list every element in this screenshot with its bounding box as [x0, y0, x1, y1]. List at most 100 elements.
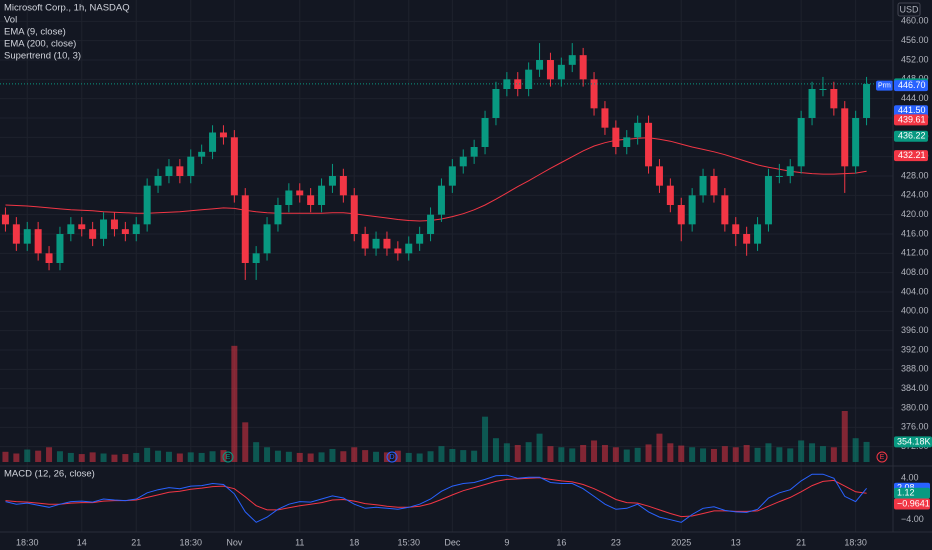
candle-body [318, 185, 326, 205]
y-tick-label: 412.00 [901, 248, 929, 258]
y-tick-label: 424.00 [901, 190, 929, 200]
volume-bar [46, 447, 53, 462]
volume-bar [601, 445, 608, 462]
x-tick-label: 23 [611, 537, 621, 547]
price-badge-label: 446.70 [898, 80, 926, 90]
volume-bar [558, 447, 565, 462]
candle-body [808, 89, 816, 118]
candle-body [12, 224, 20, 244]
x-tick-label: 21 [796, 537, 806, 547]
x-tick-label: 18:30 [179, 537, 202, 547]
candle-body [252, 253, 260, 263]
candle-body [470, 147, 478, 157]
volume-bar [318, 452, 325, 462]
candle-body [601, 108, 609, 128]
volume-bar [798, 440, 805, 462]
event-icon[interactable] [386, 451, 398, 463]
volume-bar [514, 445, 521, 462]
volume-bar [700, 448, 707, 462]
volume-bar [209, 451, 216, 462]
volume-bar [863, 441, 870, 462]
candle-body [536, 60, 544, 70]
x-tick-label: 18:30 [844, 537, 867, 547]
volume-bar [155, 450, 162, 462]
volume-bar [176, 453, 183, 462]
candle-body [132, 224, 140, 234]
candle-body [372, 238, 380, 249]
volume-badge [894, 436, 932, 448]
candle-body [492, 89, 500, 118]
volume-bar [394, 450, 401, 462]
y-tick-label: 456.00 [901, 35, 929, 45]
marks: 447.05446.70Prm441.50439.61436.22432.213… [0, 43, 932, 523]
candle-body [394, 248, 402, 254]
volume-bar [743, 445, 750, 462]
x-tick-label: 16 [556, 537, 566, 547]
candle-body [416, 234, 424, 244]
currency-box[interactable] [897, 2, 921, 17]
candle-body [710, 176, 718, 196]
macd-title: MACD (12, 26, close) [4, 469, 95, 480]
y-tick-label: 384.00 [901, 383, 929, 393]
volume-bar [307, 453, 314, 462]
candle-body [775, 176, 783, 177]
volume-bar [809, 443, 816, 462]
x-tick-label: 15:30 [397, 537, 420, 547]
event-label: E [880, 454, 885, 461]
candle-body [503, 79, 511, 89]
candle-body [67, 224, 75, 234]
macd-tick-label: −4.00 [901, 514, 924, 524]
legend-item: EMA (200, close) [4, 39, 76, 50]
y-tick-label: 416.00 [901, 228, 929, 238]
volume-bar [547, 446, 554, 462]
candle-body [89, 229, 97, 239]
candle-body [56, 234, 64, 263]
candle-body [830, 89, 838, 109]
volume-badge-label: 354.18K [897, 436, 931, 446]
signal-line [5, 477, 867, 518]
volume-bar [2, 451, 9, 462]
volume-bar [754, 447, 761, 462]
event-icon[interactable] [222, 451, 234, 463]
candle-body [797, 118, 805, 167]
candle-body [863, 83, 871, 118]
candle-body [143, 185, 151, 225]
candle-body [23, 229, 31, 244]
volume-bar [482, 416, 489, 462]
volume-bar [492, 438, 499, 462]
candle-body [296, 190, 304, 196]
macd-badge-label: 2.08 [897, 483, 915, 493]
volume-bar [24, 449, 31, 462]
price-tag-label: Prm [878, 82, 891, 89]
chart-title: Microsoft Corp., 1h, NASDAQ [4, 3, 130, 14]
y-tick-label: 444.00 [901, 93, 929, 103]
y-tick-label: 396.00 [901, 325, 929, 335]
volume-bar [78, 454, 85, 462]
candle-body [110, 219, 118, 230]
candle-body [328, 176, 336, 186]
volume-bar [536, 433, 543, 462]
candle-body [437, 185, 445, 215]
volume-bar [111, 454, 118, 462]
candle-body [732, 224, 740, 234]
candle-body [45, 253, 53, 263]
candle-body [100, 219, 108, 239]
volume-bar [525, 442, 532, 462]
volume-bar [732, 447, 739, 462]
volume-bar [569, 448, 576, 462]
event-icon[interactable] [876, 451, 888, 463]
candle-body [623, 137, 631, 147]
volume-bar [503, 443, 510, 462]
candle-body [655, 166, 663, 186]
volume-bar [852, 438, 859, 462]
volume-bar [634, 447, 641, 462]
price-badge [894, 130, 928, 142]
legend: Microsoft Corp., 1h, NASDAQ Vol EMA (9, … [4, 3, 130, 480]
volume-bar [819, 446, 826, 462]
candle-body [514, 79, 522, 89]
candle-body [743, 234, 751, 244]
candle-body [339, 176, 347, 196]
volume-bar [416, 453, 423, 462]
volume-bar [405, 452, 412, 462]
